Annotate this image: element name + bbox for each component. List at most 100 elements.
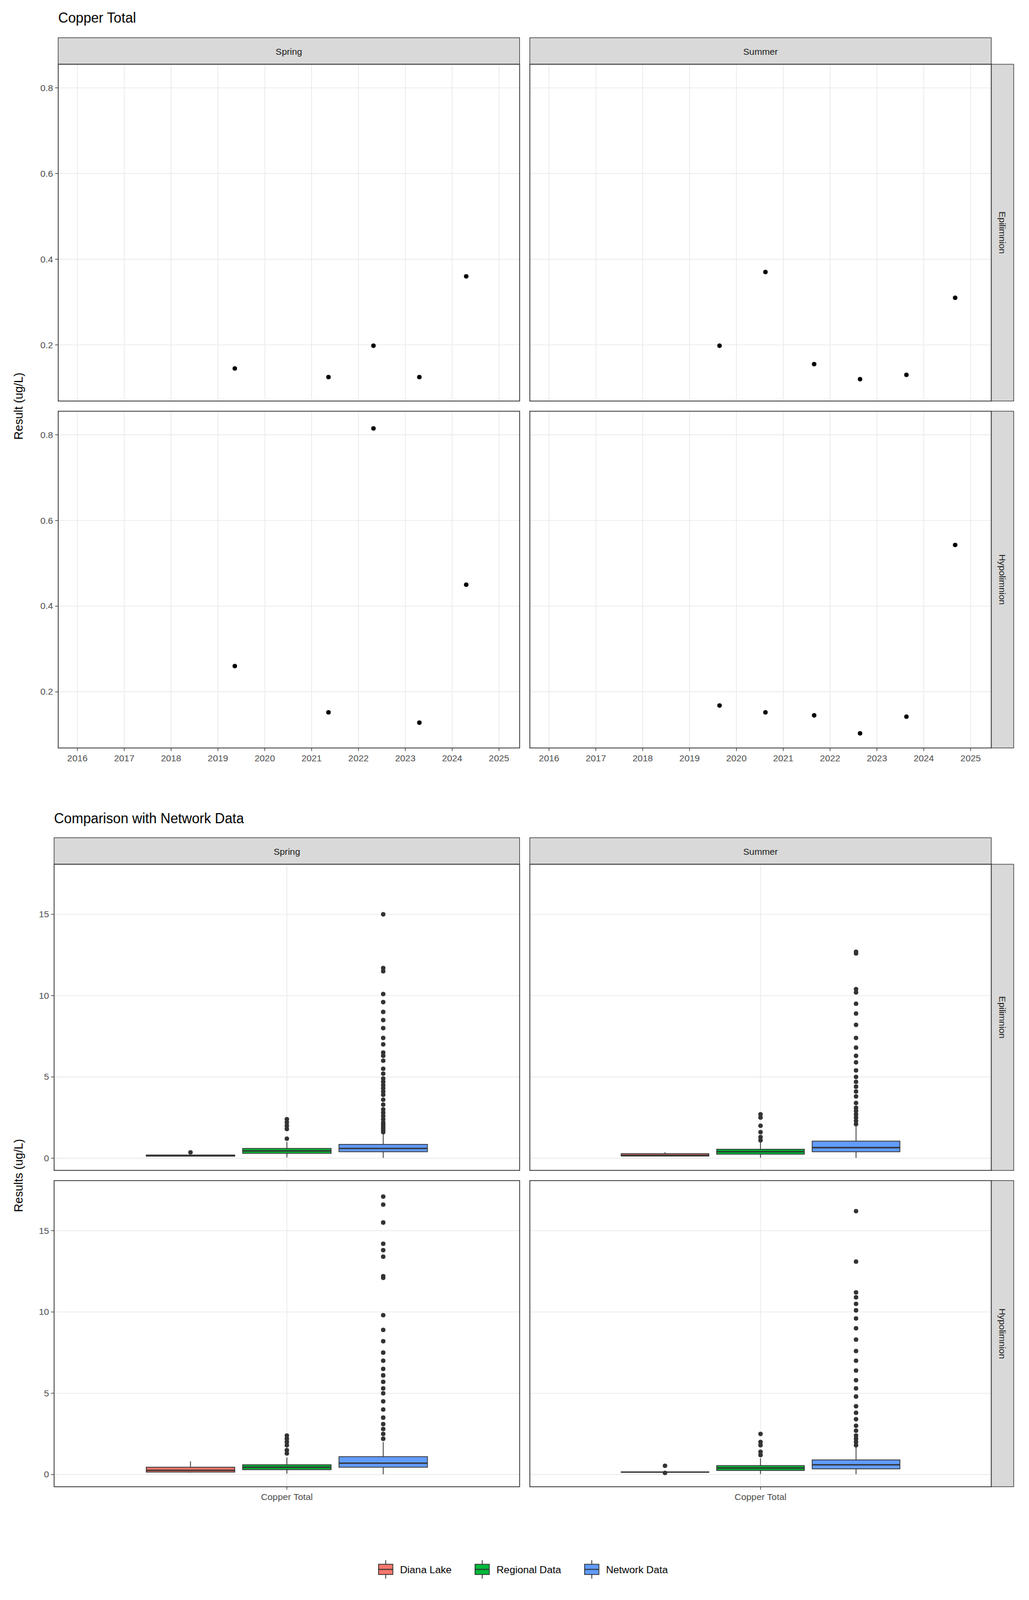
outlier — [381, 1427, 386, 1433]
outlier — [381, 1248, 386, 1254]
tick-mark — [76, 748, 78, 752]
grid-line — [595, 64, 597, 402]
outlier — [381, 912, 386, 918]
x-tick-label: 2019 — [207, 753, 229, 764]
tick-mark — [55, 606, 59, 607]
outlier — [381, 1076, 386, 1082]
y-tick-label: 0.6 — [40, 168, 53, 179]
legend-label: Regional Data — [496, 1564, 562, 1577]
grid-line — [264, 411, 265, 749]
outlier — [853, 1369, 859, 1374]
panel-background — [58, 411, 520, 749]
legend-item: Regional Data — [475, 1560, 562, 1580]
panel-background — [529, 64, 992, 402]
y-tick-label: 0.4 — [40, 600, 54, 611]
strip — [529, 37, 992, 65]
panel-border — [529, 411, 992, 749]
outlier — [381, 1274, 386, 1280]
grid-line — [529, 691, 992, 693]
panel-border — [54, 864, 520, 1171]
grid-line — [970, 411, 971, 749]
whisker — [759, 1142, 761, 1150]
y-tick-label: 0.6 — [40, 515, 53, 526]
outlier — [662, 1471, 668, 1477]
outlier — [853, 1060, 859, 1066]
legend-label: Network Data — [606, 1564, 669, 1577]
outlier — [381, 1058, 386, 1064]
strip-label: Epilimnion — [997, 996, 1008, 1040]
outlier — [381, 992, 386, 997]
outlier — [853, 1002, 859, 1007]
grid-line — [264, 64, 265, 402]
strip-label: Summer — [743, 846, 778, 857]
outlier — [381, 1380, 386, 1386]
grid-line — [58, 606, 520, 607]
outlier — [381, 1071, 386, 1077]
grid-line — [498, 64, 500, 402]
grid-line — [498, 411, 500, 749]
outlier — [381, 1000, 386, 1006]
tick-mark — [357, 748, 359, 752]
outlier — [381, 1367, 386, 1372]
point — [717, 343, 723, 349]
grid-line — [529, 87, 992, 89]
grid-line — [58, 691, 520, 693]
marks — [146, 912, 428, 1159]
outlier — [758, 1135, 763, 1141]
grid-line — [529, 344, 992, 346]
whisker — [189, 1461, 191, 1468]
outlier — [853, 1089, 859, 1095]
grid-line — [311, 411, 313, 749]
outlier — [758, 1450, 763, 1455]
legend-label: Diana Lake — [400, 1564, 452, 1577]
outlier — [381, 1051, 386, 1056]
tick-mark — [170, 748, 172, 752]
point — [717, 703, 723, 709]
panel-background — [54, 1180, 520, 1487]
grid-line — [642, 411, 644, 749]
box — [812, 1141, 900, 1153]
outlier — [853, 1302, 859, 1308]
legend-key — [475, 1564, 490, 1576]
box — [146, 1467, 236, 1473]
outlier — [853, 1404, 859, 1410]
panel-border — [529, 864, 992, 1171]
outlier — [381, 1194, 386, 1200]
outlier — [381, 1407, 386, 1413]
median — [242, 1467, 332, 1469]
grid-line — [923, 64, 925, 402]
grid-line — [311, 64, 313, 402]
outlier — [381, 1386, 386, 1392]
outlier — [381, 1098, 386, 1103]
grid-line — [783, 411, 784, 749]
strip — [991, 64, 1015, 402]
chart-title: Copper Total — [58, 10, 137, 26]
box — [146, 1155, 236, 1157]
outlier — [284, 1433, 290, 1439]
box — [338, 1145, 428, 1153]
box — [716, 1149, 805, 1155]
median — [146, 1155, 236, 1158]
outlier — [853, 1209, 859, 1215]
box — [716, 1466, 805, 1471]
outlier — [284, 1448, 290, 1453]
grid-line — [688, 411, 690, 749]
y-tick-label: 15 — [38, 909, 49, 920]
tick-mark — [51, 1077, 55, 1078]
point — [463, 582, 469, 588]
grid-line — [170, 64, 172, 402]
outlier — [381, 1102, 386, 1108]
whisker — [855, 1126, 857, 1142]
median — [812, 1464, 900, 1467]
x-tick-label: 2016 — [538, 753, 560, 764]
panel-border — [58, 411, 520, 749]
tick-mark — [688, 748, 690, 752]
outlier — [853, 1417, 859, 1423]
chart-root: Copper TotalResult (ug/L)SpringSummerEpi… — [0, 0, 1029, 1600]
outlier — [853, 1326, 859, 1332]
marks — [717, 543, 958, 737]
outlier — [853, 1378, 859, 1384]
grid-line — [642, 64, 644, 402]
outlier — [758, 1130, 763, 1135]
grid-line — [58, 344, 520, 346]
